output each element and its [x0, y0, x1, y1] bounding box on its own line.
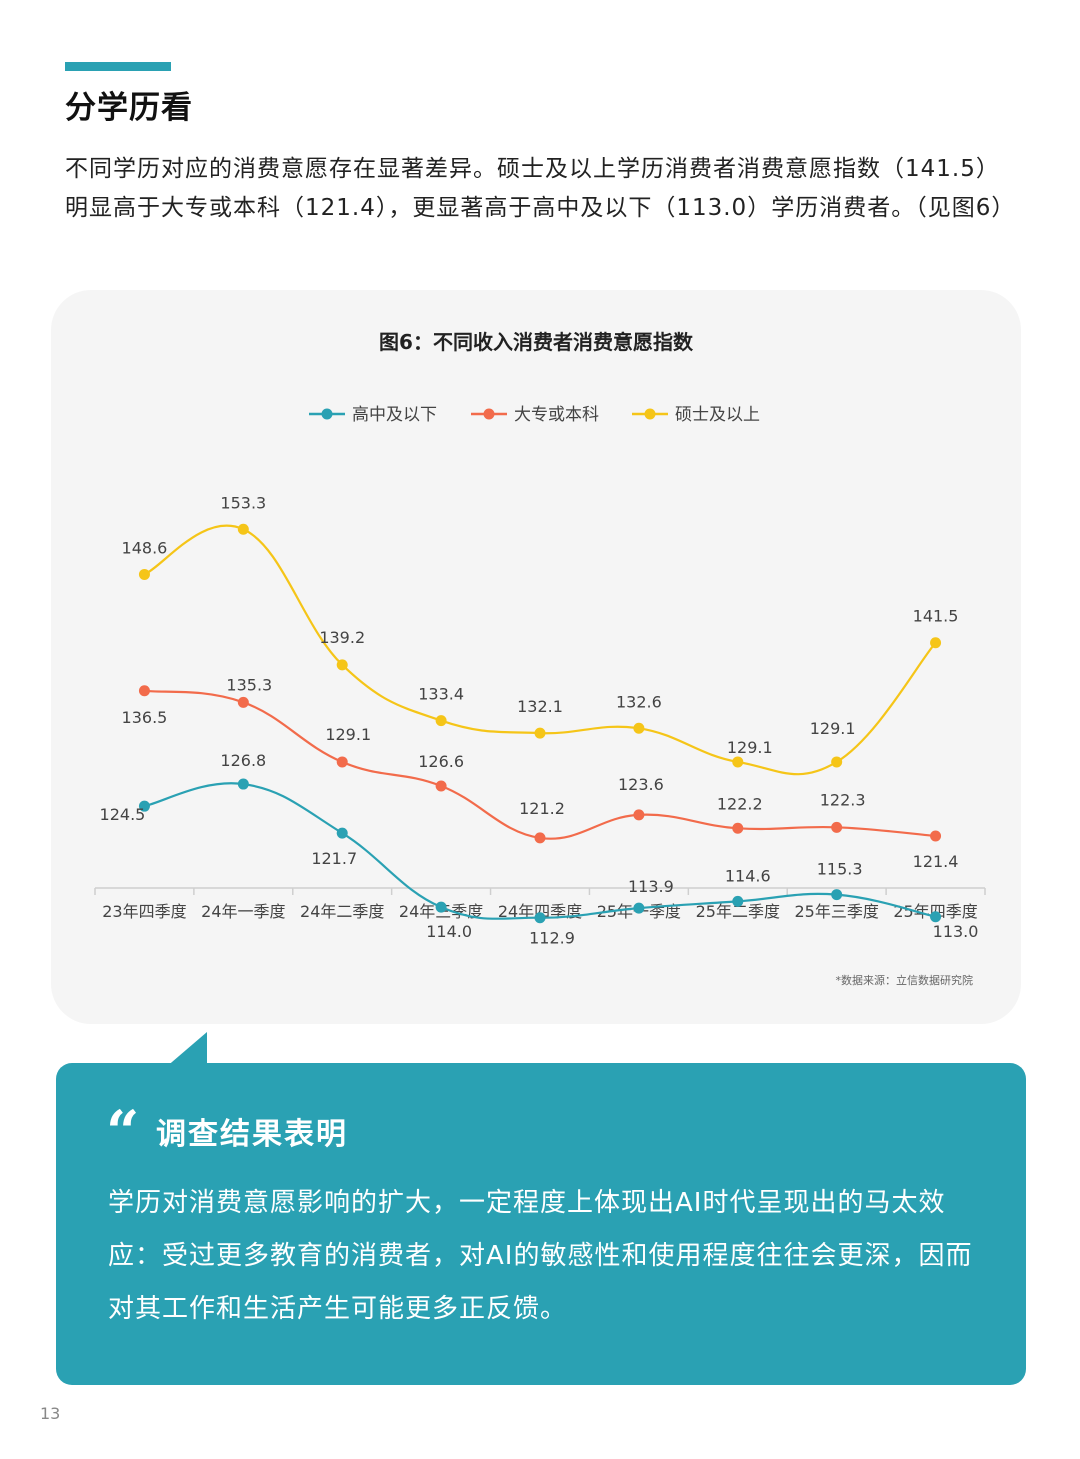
data-point: [237, 696, 249, 708]
data-point: [930, 911, 942, 923]
x-tick-label: 23年四季度: [102, 902, 186, 921]
data-label: 126.6: [418, 752, 464, 771]
data-point: [534, 727, 546, 739]
data-point: [336, 827, 348, 839]
data-label: 133.4: [418, 685, 464, 704]
legend-item: 硕士及以上: [632, 405, 760, 425]
legend-swatch-dot: [644, 408, 656, 420]
data-label: 122.3: [820, 790, 866, 809]
chart-title: 图6：不同收入消费者消费意愿指数: [379, 330, 694, 354]
data-point: [831, 889, 843, 901]
data-point: [732, 756, 744, 768]
data-label: 121.4: [913, 852, 959, 871]
data-label: 135.3: [226, 675, 272, 694]
intro-paragraph: 不同学历对应的消费意愿存在显著差异。硕士及以上学历消费者消费意愿指数（141.5…: [65, 156, 1016, 221]
data-point: [831, 821, 843, 833]
data-label: 121.7: [311, 849, 357, 868]
data-point: [237, 523, 249, 535]
data-point: [633, 722, 645, 734]
data-label: 114.6: [725, 866, 771, 885]
data-label: 136.5: [122, 708, 168, 727]
data-label: 132.6: [616, 692, 662, 711]
data-point: [633, 809, 645, 821]
data-label: 115.3: [817, 860, 863, 879]
data-label: 132.1: [517, 697, 563, 716]
accent-bar: [65, 62, 171, 71]
legend-swatch-dot: [483, 408, 495, 420]
data-point: [633, 902, 645, 914]
x-tick-label: 24年一季度: [201, 902, 285, 921]
series-2: 136.5 135.3 129.1 126.6 121.2 123.6 122.2 122.3…: [122, 675, 959, 871]
data-point: [930, 637, 942, 649]
callout-title: 调查结果表明: [156, 1117, 348, 1152]
data-point: [534, 832, 546, 844]
data-point: [138, 800, 150, 812]
data-label: 113.9: [628, 877, 674, 896]
data-point: [435, 901, 447, 913]
data-point: [732, 895, 744, 907]
chart-card: 图6：不同收入消费者消费意愿指数 高中及以下 大专或本科 硕士及以上 23年四季度 2…: [51, 290, 1021, 1024]
data-label: 112.9: [529, 929, 575, 948]
callout-body: 学历对消费意愿影响的扩大，一定程度上体现出AI时代呈现出的马太效应：受过更多教育…: [108, 1188, 973, 1324]
data-point: [831, 756, 843, 768]
legend-label: 高中及以下: [352, 405, 437, 425]
data-point: [336, 756, 348, 768]
chart-legend: 高中及以下 大专或本科 硕士及以上: [309, 405, 760, 425]
data-point: [336, 659, 348, 671]
x-axis: 23年四季度24年一季度24年二季度24年三季度24年四季度25年一季度25年二…: [94, 887, 986, 921]
legend-label: 硕士及以上: [675, 405, 760, 425]
data-point: [237, 778, 249, 790]
legend-swatch-dot: [321, 408, 333, 420]
data-label: 129.1: [325, 725, 371, 744]
data-label: 141.5: [913, 607, 959, 626]
data-point: [138, 685, 150, 697]
data-label: 113.0: [933, 922, 979, 941]
line-chart: 图6：不同收入消费者消费意愿指数 高中及以下 大专或本科 硕士及以上 23年四季度 2…: [94, 330, 986, 987]
data-label: 114.0: [426, 922, 472, 941]
data-label: 148.6: [122, 538, 168, 557]
data-point: [435, 780, 447, 792]
quote-icon: “: [106, 1098, 140, 1166]
data-point: [435, 715, 447, 727]
data-point: [138, 568, 150, 580]
data-point: [732, 822, 744, 834]
section-title: 分学历看: [65, 90, 193, 126]
x-tick-label: 24年二季度: [300, 902, 384, 921]
data-label: 126.8: [220, 751, 266, 770]
x-tick-label: 25年三季度: [794, 902, 878, 921]
data-label: 139.2: [319, 628, 365, 647]
data-label: 122.2: [717, 794, 763, 813]
legend-label: 大专或本科: [514, 405, 599, 425]
callout-tail: [165, 1032, 207, 1068]
x-tick-label: 25年二季度: [696, 902, 780, 921]
data-label: 123.6: [618, 775, 664, 794]
data-label: 121.2: [519, 799, 565, 818]
series-layer: 124.5 126.8 121.7 114.0 112.9 113.9 114.6 115.3…: [100, 493, 979, 947]
legend-item: 大专或本科: [471, 405, 599, 425]
data-label: 124.5: [100, 805, 146, 824]
legend-item: 高中及以下: [309, 405, 437, 425]
series-3: 148.6 153.3 139.2 133.4 132.1 132.6 129.1 129.1…: [122, 493, 959, 776]
series-1: 124.5 126.8 121.7 114.0 112.9 113.9 114.6 115.3…: [100, 751, 979, 948]
page-number: 13: [40, 1404, 61, 1423]
data-label: 129.1: [810, 719, 856, 738]
chart-source: *数据来源：立信数据研究院: [836, 973, 974, 987]
data-label: 129.1: [727, 738, 773, 757]
data-point: [930, 830, 942, 842]
findings-callout: “ 调查结果表明 学历对消费意愿影响的扩大，一定程度上体现出AI时代呈现出的马太…: [56, 1063, 1026, 1385]
data-point: [534, 912, 546, 924]
data-label: 153.3: [220, 493, 266, 512]
